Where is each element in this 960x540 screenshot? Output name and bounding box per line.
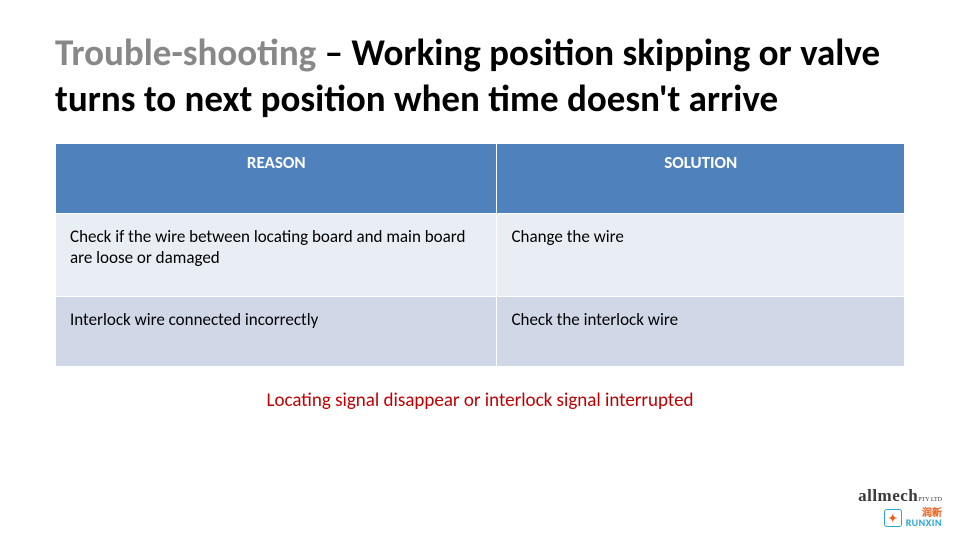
- runxin-en: RUNXIN: [906, 518, 942, 528]
- logo-block: allmechPTY LTD ✦ 润新 RUNXIN: [858, 486, 942, 528]
- cell-reason: Interlock wire connected incorrectly: [56, 296, 497, 366]
- runxin-text: 润新 RUNXIN: [906, 508, 942, 528]
- cell-solution: Check the interlock wire: [497, 296, 905, 366]
- cell-solution: Change the wire: [497, 213, 905, 296]
- caption-text: Locating signal disappear or interlock s…: [55, 389, 905, 412]
- title-grey-part: Trouble-shooting: [55, 30, 316, 75]
- table-header-reason: REASON: [56, 143, 497, 213]
- runxin-logo: ✦ 润新 RUNXIN: [858, 508, 942, 528]
- table-header-row: REASON SOLUTION: [56, 143, 905, 213]
- allmech-name: allmech: [858, 486, 918, 505]
- table-row: Check if the wire between locating board…: [56, 213, 905, 296]
- allmech-logo: allmechPTY LTD: [858, 486, 942, 506]
- slide-content: Trouble-shooting – Working position skip…: [0, 0, 960, 412]
- troubleshooting-table: REASON SOLUTION Check if the wire betwee…: [55, 143, 905, 367]
- cell-reason: Check if the wire between locating board…: [56, 213, 497, 296]
- table-header-solution: SOLUTION: [497, 143, 905, 213]
- allmech-sub: PTY LTD: [918, 497, 942, 503]
- table-row: Interlock wire connected incorrectly Che…: [56, 296, 905, 366]
- slide-title: Trouble-shooting – Working position skip…: [55, 30, 905, 123]
- runxin-icon: ✦: [884, 509, 902, 527]
